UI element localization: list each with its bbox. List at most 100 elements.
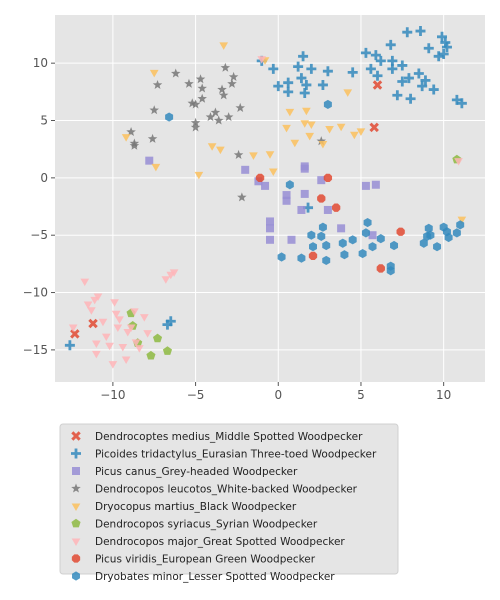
data-point [296, 73, 307, 84]
data-point [187, 98, 198, 108]
data-point [217, 84, 227, 94]
legend-label: Picus canus_Grey-headed Woodpecker [95, 466, 298, 478]
data-point [396, 227, 405, 236]
data-point [317, 176, 326, 185]
data-point [372, 70, 383, 81]
x-tick-label: 0 [274, 388, 282, 402]
data-point [348, 235, 357, 245]
data-point [64, 340, 75, 351]
data-point [282, 196, 291, 205]
data-point [369, 122, 379, 133]
data-point [372, 80, 383, 90]
data-point [197, 83, 207, 93]
data-point [184, 78, 194, 88]
data-point [88, 318, 98, 329]
y-tick-label: −5 [30, 228, 48, 242]
y-tick-label: −15 [23, 343, 48, 357]
data-point [298, 51, 309, 62]
data-point [265, 151, 275, 159]
data-point [135, 345, 144, 353]
data-point [318, 222, 327, 232]
data-point [282, 191, 291, 200]
data-point [268, 168, 278, 176]
data-point [323, 99, 332, 110]
data-point [307, 230, 316, 240]
legend-label: Dendrocopos major_Great Spotted Woodpeck… [95, 536, 345, 548]
data-point [283, 86, 294, 97]
data-point [454, 158, 463, 166]
data-point [285, 108, 295, 117]
data-point [283, 77, 294, 88]
data-point [129, 138, 140, 148]
data-point [318, 140, 328, 149]
data-point [261, 181, 270, 190]
data-point [300, 189, 309, 198]
data-point [441, 42, 452, 53]
data-point [375, 55, 386, 66]
legend-marker [71, 538, 81, 546]
x-tick-label: −5 [187, 388, 205, 402]
data-point [360, 47, 371, 58]
data-point [194, 171, 204, 180]
data-point [110, 299, 119, 307]
data-point [452, 228, 461, 238]
data-point [223, 112, 234, 122]
data-point [83, 301, 93, 310]
data-point [428, 84, 439, 95]
data-point [440, 37, 451, 48]
data-point [216, 146, 225, 155]
data-point [397, 76, 408, 87]
data-point [370, 50, 381, 61]
data-point [290, 139, 300, 148]
data-point [213, 115, 224, 125]
data-point [287, 235, 296, 244]
data-point [397, 60, 408, 71]
legend-label: Picoides tridactylus_Eurasian Three-toed… [95, 449, 377, 461]
data-point [387, 55, 398, 66]
data-point [87, 307, 96, 315]
data-point [92, 350, 101, 359]
data-point [347, 67, 358, 78]
data-point [131, 339, 141, 347]
data-point [419, 238, 428, 248]
data-point [420, 75, 431, 86]
data-point [285, 180, 294, 190]
data-point [162, 319, 173, 330]
data-point [197, 93, 207, 103]
data-point [113, 324, 123, 332]
data-point [363, 217, 372, 228]
data-point [325, 126, 334, 134]
data-points [64, 26, 467, 369]
legend-marker [71, 518, 81, 528]
data-point [146, 350, 156, 360]
data-point [337, 224, 346, 233]
data-point [300, 164, 309, 173]
data-point [257, 56, 267, 64]
data-point [317, 79, 328, 90]
data-point [266, 235, 274, 244]
data-point [438, 48, 449, 59]
data-point [149, 69, 159, 78]
data-point [386, 266, 395, 276]
y-tick-label: 0 [40, 171, 48, 185]
data-point [108, 361, 118, 369]
data-point [268, 63, 279, 74]
data-point [147, 133, 158, 143]
data-point [227, 78, 237, 88]
data-point [139, 314, 149, 322]
data-point [219, 42, 229, 50]
data-point [233, 149, 244, 159]
legend-marker [71, 448, 81, 459]
data-point [376, 264, 385, 273]
data-point [322, 240, 331, 251]
data-point [210, 107, 221, 117]
data-point [235, 102, 245, 112]
y-tick-label: 10 [33, 56, 48, 70]
data-point [115, 316, 124, 324]
data-point [195, 74, 206, 84]
data-point [323, 205, 332, 214]
data-point [332, 203, 341, 212]
data-point [80, 278, 90, 287]
data-point [218, 90, 229, 100]
